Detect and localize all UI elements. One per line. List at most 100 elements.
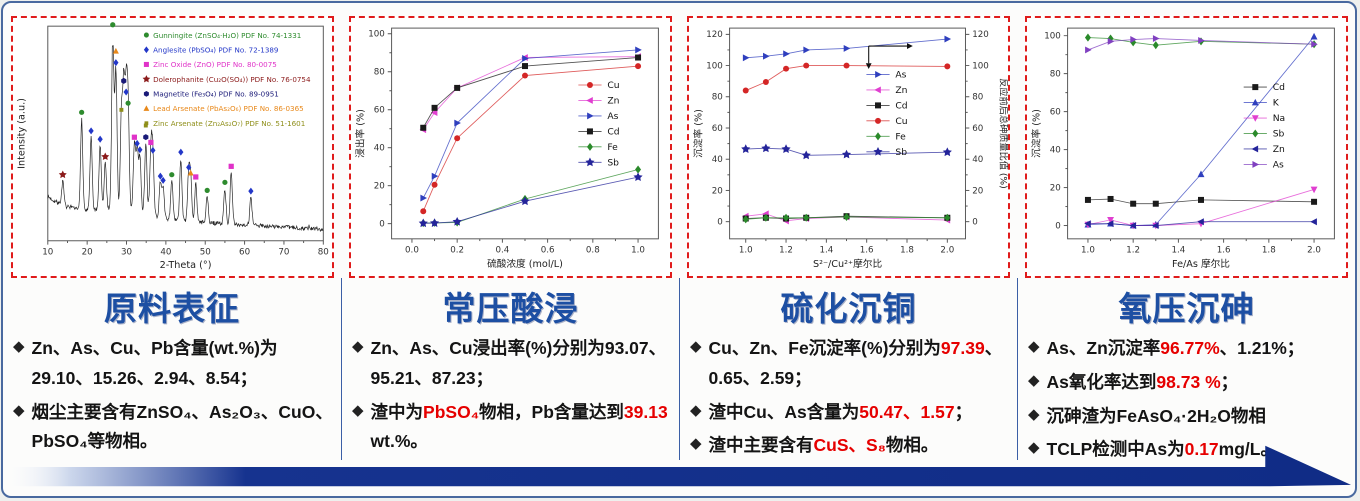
svg-text:0.4: 0.4 <box>495 245 509 255</box>
svg-text:Magnetite (Fe₃O₄) PDF No. 89-0: Magnetite (Fe₃O₄) PDF No. 89-0951 <box>153 90 279 99</box>
svg-text:0: 0 <box>1055 221 1061 231</box>
svg-text:0.6: 0.6 <box>541 245 555 255</box>
svg-text:20: 20 <box>712 186 723 196</box>
bullet-text: Zn、As、Cu、Pb含量(wt.%)为29.10、15.26、2.94、8.5… <box>31 338 278 388</box>
svg-text:Sb: Sb <box>1273 129 1285 140</box>
bullet-diamond-icon: ◆ <box>1028 371 1040 389</box>
panel-title: 常压酸浸 <box>442 290 579 327</box>
svg-text:1.8: 1.8 <box>900 245 914 255</box>
arsenic-precipitation-chart-box: 1.0 1.2 1.4 1.6 1.8 2.0 0 20 40 60 80 100 Fe/As 摩尔比 沉… <box>1025 16 1348 278</box>
bullet-diamond-icon: ◆ <box>352 338 364 355</box>
bullet-item: ◆ As、Zn沉淀率96.77%、1.21%； <box>1026 334 1347 364</box>
bullet-diamond-icon: ◆ <box>690 435 702 453</box>
svg-text:Zinc Oxide (ZnO) PDF No. 80-00: Zinc Oxide (ZnO) PDF No. 80-0075 <box>153 60 277 69</box>
bullet-list: ◆ As、Zn沉淀率96.77%、1.21%； ◆ As氧化率达到98.73 %； ◆ 沉… <box>1026 334 1347 465</box>
svg-text:K: K <box>1273 98 1280 109</box>
svg-text:80: 80 <box>318 247 329 257</box>
svg-text:0.0: 0.0 <box>405 245 419 255</box>
bullet-text: 渣中为PbSO₄物相，Pb含量达到39.13 wt.%。 <box>370 401 668 452</box>
panels-row: 10 20 30 40 50 60 70 80 2-Theta (°) Intensity (a.… <box>3 3 1355 496</box>
bullet-item: ◆ 渣中主要含有CuS、S₈物相。 <box>688 431 1009 461</box>
bullet-diamond-icon: ◆ <box>1028 338 1040 355</box>
svg-text:1.6: 1.6 <box>1217 245 1231 255</box>
svg-text:1.6: 1.6 <box>860 245 874 255</box>
svg-text:2.0: 2.0 <box>1307 245 1321 255</box>
bullet-diamond-icon: ◆ <box>352 401 364 419</box>
svg-text:50: 50 <box>200 247 211 257</box>
panel-copper-sulfide: 1.0 1.2 1.4 1.6 1.8 2.0 0 20 40 60 80 100 120 0 20 40 60… <box>679 3 1017 496</box>
copper-precipitation-chart: 1.0 1.2 1.4 1.6 1.8 2.0 0 20 40 60 80 100 120 0 20 40 60… <box>693 27 1008 270</box>
svg-text:10: 10 <box>42 247 53 257</box>
arsenic-precipitation-chart: 1.0 1.2 1.4 1.6 1.8 2.0 0 20 40 60 80 100 Fe/As 摩尔比 沉… <box>1031 27 1335 270</box>
svg-text:0: 0 <box>379 220 385 230</box>
panel-arsenic-precipitation: 1.0 1.2 1.4 1.6 1.8 2.0 0 20 40 60 80 100 Fe/As 摩尔比沉… <box>1017 3 1355 496</box>
svg-text:Anglesite (PbSO₄) PDF No. 72-1: Anglesite (PbSO₄) PDF No. 72-1389 <box>153 45 279 54</box>
svg-text:60: 60 <box>972 124 983 134</box>
svg-text:20: 20 <box>972 186 983 196</box>
bullet-text: 渣中主要含有CuS、S₈物相。 <box>708 435 939 456</box>
svg-text:Zn: Zn <box>1273 144 1285 155</box>
bullet-diamond-icon: ◆ <box>1028 439 1040 457</box>
svg-text:20: 20 <box>1050 183 1061 193</box>
svg-text:Na: Na <box>1273 113 1285 124</box>
svg-text:Zinc Arsenate (Zn₂As₂O₇) PDF N: Zinc Arsenate (Zn₂As₂O₇) PDF No. 51-1601 <box>153 119 305 128</box>
bullet-item: ◆ 渣中Cu、As含量为50.47、1.57； <box>688 398 1009 428</box>
svg-text:Sb: Sb <box>607 157 619 168</box>
svg-text:浸出率 (%): 浸出率 (%) <box>355 109 367 158</box>
svg-text:40: 40 <box>1050 146 1061 156</box>
svg-text:Cu: Cu <box>607 80 619 91</box>
bullet-text: As氧化率达到98.73 %； <box>1046 371 1239 392</box>
bullet-item: ◆ Zn、As、Cu、Pb含量(wt.%)为29.10、15.26、2.94、8.… <box>11 334 333 394</box>
svg-text:60: 60 <box>712 124 723 134</box>
svg-text:硫酸浓度 (mol/L): 硫酸浓度 (mol/L) <box>487 258 563 270</box>
caption-raw-material: 原料表征 ◆ Zn、As、Cu、Pb含量(wt.%)为29.10、15.26、2.… <box>3 278 341 460</box>
caption-copper-sulfide: 硫化沉铜 ◆ Cu、Zn、Fe沉淀率(%)分别为97.39、0.65、2.59； ◆… <box>679 278 1017 460</box>
xrd-chart: 10 20 30 40 50 60 70 80 2-Theta (°) Intensity (a.… <box>17 22 329 271</box>
svg-text:沉淀率 (%): 沉淀率 (%) <box>693 109 705 158</box>
svg-text:1.4: 1.4 <box>1171 245 1185 255</box>
leaching-chart-box: 0.0 0.2 0.4 0.6 0.8 1.0 0 20 40 60 80 100 硫酸浓度 (mol/… <box>349 16 672 278</box>
svg-text:40: 40 <box>712 155 723 165</box>
panel-raw-material: 10 20 30 40 50 60 70 80 2-Theta (°) Intensity (a.… <box>3 3 341 496</box>
bullet-item: ◆ 烟尘主要含有ZnSO₄、As₂O₃、CuO、PbSO₄等物相。 <box>11 398 333 458</box>
svg-text:Sb: Sb <box>895 147 907 158</box>
bullet-item: ◆ Zn、As、Cu浸出率(%)分别为93.07、95.21、87.23； <box>350 334 671 394</box>
bullet-item: ◆ As氧化率达到98.73 %； <box>1026 368 1347 398</box>
svg-text:Cd: Cd <box>607 126 619 137</box>
svg-text:沉淀率 (%): 沉淀率 (%) <box>1031 109 1043 158</box>
svg-text:1.2: 1.2 <box>779 245 793 255</box>
svg-text:As: As <box>895 70 906 81</box>
svg-text:1.0: 1.0 <box>739 245 753 255</box>
bullet-item: ◆ TCLP检测中As为0.17mg/L。 <box>1026 435 1347 465</box>
bullet-item: ◆ Cu、Zn、Fe沉淀率(%)分别为97.39、0.65、2.59； <box>688 334 1009 394</box>
svg-text:40: 40 <box>160 247 171 257</box>
bullet-item: ◆ 沉砷渣为FeAsO₄·2H₂O物相 <box>1026 402 1347 432</box>
xrd-chart-box: 10 20 30 40 50 60 70 80 2-Theta (°) Intensity (a.… <box>11 16 334 278</box>
svg-text:0: 0 <box>717 218 723 228</box>
bullet-text: Cu、Zn、Fe沉淀率(%)分别为97.39、0.65、2.59； <box>708 338 1003 388</box>
svg-text:1.8: 1.8 <box>1262 245 1276 255</box>
svg-text:S²⁻/Cu²⁺摩尔比: S²⁻/Cu²⁺摩尔比 <box>813 258 882 270</box>
bullet-item: ◆ 渣中为PbSO₄物相，Pb含量达到39.13 wt.%。 <box>350 398 671 458</box>
svg-text:1.2: 1.2 <box>1126 245 1140 255</box>
svg-text:0.8: 0.8 <box>586 245 600 255</box>
svg-text:2.0: 2.0 <box>940 245 954 255</box>
svg-text:2-Theta (°): 2-Theta (°) <box>160 260 212 271</box>
svg-text:0: 0 <box>972 218 978 228</box>
svg-text:Zn: Zn <box>895 85 907 96</box>
svg-text:反应前后总砷质量比值 (%): 反应前后总砷质量比值 (%) <box>997 78 1008 189</box>
svg-text:100: 100 <box>972 61 989 71</box>
bullet-text: 沉砷渣为FeAsO₄·2H₂O物相 <box>1046 405 1266 426</box>
svg-text:100: 100 <box>706 61 723 71</box>
svg-text:120: 120 <box>972 30 989 40</box>
svg-text:Cd: Cd <box>1273 82 1285 93</box>
svg-text:100: 100 <box>1044 32 1061 42</box>
panel-acid-leaching: 0.0 0.2 0.4 0.6 0.8 1.0 0 20 40 60 80 100 硫酸浓度 (mol/… <box>341 3 679 496</box>
bullet-text: 渣中Cu、As含量为50.47、1.57； <box>708 401 973 422</box>
bullet-list: ◆ Zn、As、Cu、Pb含量(wt.%)为29.10、15.26、2.94、8.… <box>11 334 333 457</box>
bullet-diamond-icon: ◆ <box>690 401 702 419</box>
bullet-text: Zn、As、Cu浸出率(%)分别为93.07、95.21、87.23； <box>370 338 667 388</box>
svg-text:100: 100 <box>368 30 385 40</box>
leaching-rate-chart: 0.0 0.2 0.4 0.6 0.8 1.0 0 20 40 60 80 100 硫酸浓度 (mol/… <box>355 27 659 270</box>
